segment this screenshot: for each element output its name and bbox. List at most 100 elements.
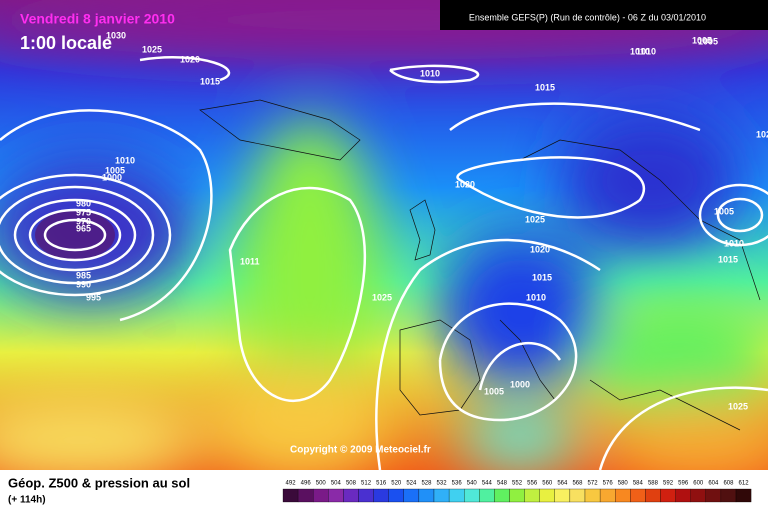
legend-label: 612 <box>739 481 750 487</box>
isobar-label: 990 <box>76 279 91 289</box>
isobar-label: 1005 <box>698 36 718 46</box>
isobar-label: 965 <box>76 223 91 233</box>
legend-swatch <box>539 488 555 503</box>
legend-swatch <box>494 488 510 503</box>
isobar-label: 1010 <box>636 46 656 56</box>
legend-swatch <box>690 488 706 503</box>
isobar-label: 1025 <box>372 292 392 302</box>
legend-label: 532 <box>437 481 448 487</box>
isobar-label: 1005 <box>692 35 712 45</box>
legend-swatch <box>433 488 450 503</box>
footer-title: Géop. Z500 & pression au sol <box>8 475 190 490</box>
copyright: Copyright © 2009 Meteociel.fr <box>290 445 431 456</box>
isobar-label: 1015 <box>718 254 738 264</box>
legend-swatch <box>720 488 737 503</box>
legend-label: 528 <box>421 481 432 487</box>
legend-swatch <box>630 488 646 503</box>
isobar-label: 1010 <box>526 292 546 302</box>
legend-swatch <box>373 488 389 503</box>
legend-label: 512 <box>361 481 372 487</box>
legend-swatch <box>705 488 722 503</box>
isobar-label: 1020 <box>530 244 550 254</box>
legend-swatch <box>615 488 631 503</box>
isobar-label: 1020 <box>180 54 200 64</box>
legend-swatch <box>735 488 752 503</box>
legend-label: 572 <box>588 481 599 487</box>
legend-label: 608 <box>723 481 734 487</box>
isobar-label: 1015 <box>535 82 555 92</box>
legend-swatch <box>297 488 314 503</box>
legend-swatch <box>343 488 359 503</box>
isobar-label: 1005 <box>105 165 125 175</box>
isobar-label: 1005 <box>484 386 504 396</box>
isobar-label: 1020 <box>455 179 475 189</box>
isobar-label: 1015 <box>200 76 220 86</box>
legend-swatch <box>554 488 571 503</box>
legend-label: 568 <box>572 481 583 487</box>
legend-swatch <box>660 488 676 503</box>
legend-label: 588 <box>648 481 659 487</box>
isobar-label: 1000 <box>102 172 122 182</box>
hour: 1:00 locale <box>20 33 112 53</box>
legend-label: 600 <box>693 481 704 487</box>
footer-lead: (+ 114h) <box>8 495 46 506</box>
isobar-label: 1025 <box>728 401 748 411</box>
isobar-label: 1025 <box>142 44 162 54</box>
isobar-label: 1030 <box>106 30 126 40</box>
legend-swatch <box>358 488 374 503</box>
legend-label: 580 <box>618 481 629 487</box>
legend-swatch <box>313 488 329 503</box>
legend-label: 592 <box>663 481 674 487</box>
legend-label: 516 <box>376 481 387 487</box>
legend-swatch <box>524 488 540 503</box>
legend-swatch <box>464 488 480 503</box>
legend-label: 492 <box>286 481 297 487</box>
coastlines <box>199 99 761 431</box>
isobar-label: 970 <box>76 216 91 226</box>
legend-swatch <box>448 488 465 503</box>
legend-swatch <box>645 488 661 503</box>
legend-label: 552 <box>512 481 523 487</box>
legend-swatch <box>509 488 525 503</box>
legend-label: 560 <box>542 481 553 487</box>
field: Copyright © 2009 Meteociel.fr 1030 1025 10… <box>0 0 768 470</box>
legend-label: 584 <box>633 481 644 487</box>
legend-label: 536 <box>452 481 463 487</box>
legend-label: 596 <box>678 481 689 487</box>
legend-swatch <box>675 488 691 503</box>
isobar-label: 975 <box>76 207 91 217</box>
isobar-label: 980 <box>76 198 91 208</box>
isobar-label: 1005 <box>714 206 734 216</box>
legend-swatch <box>328 488 344 503</box>
isobar-label: 1010 <box>724 238 744 248</box>
header-band <box>440 0 768 30</box>
legend-label: 504 <box>331 481 342 487</box>
legend-swatch <box>599 488 616 503</box>
legend-swatch <box>584 488 601 503</box>
legend-label: 604 <box>708 481 719 487</box>
legend-label: 556 <box>527 481 538 487</box>
legend-label: 520 <box>391 481 402 487</box>
legend-swatch <box>403 488 420 503</box>
legend-label: 508 <box>346 481 357 487</box>
legend-swatch <box>418 488 435 503</box>
isobar-label: 1000 <box>510 379 530 389</box>
legend-swatch <box>569 488 586 503</box>
isobar-label: 985 <box>76 270 91 280</box>
isobar-label: 1010 <box>420 68 440 78</box>
legend-label: 496 <box>301 481 312 487</box>
isobar-label: 1015 <box>532 272 552 282</box>
isobars <box>0 56 768 470</box>
legend-swatch <box>388 488 404 503</box>
model-info: Ensemble GEFS(P) (Run de contrôle) - 06 … <box>469 12 706 22</box>
date: Vendredi 8 janvier 2010 <box>20 11 175 27</box>
legend-swatch <box>282 488 299 503</box>
legend-label: 544 <box>482 481 493 487</box>
isobar-label: 995 <box>86 292 101 302</box>
legend-swatch <box>479 488 495 503</box>
isobar-label: 1010 <box>115 155 135 165</box>
legend-label: 540 <box>467 481 478 487</box>
legend-label: 548 <box>497 481 508 487</box>
isobar-label: 1025 <box>525 214 545 224</box>
